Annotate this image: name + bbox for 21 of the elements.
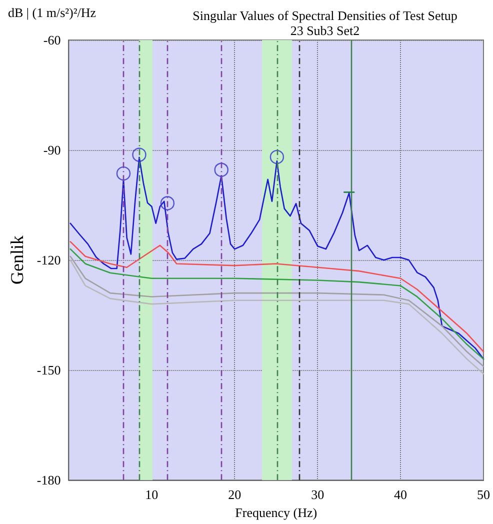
y-tick-label: -60 xyxy=(43,32,61,48)
x-tick-label: 10 xyxy=(145,487,158,502)
x-tick-label: 30 xyxy=(311,487,324,502)
point xyxy=(214,162,228,177)
x-tick-label: 40 xyxy=(394,487,408,502)
point xyxy=(270,150,284,164)
text: dB | (1 m/s²)²/Hz xyxy=(8,5,96,20)
x-tick-label: 50 xyxy=(477,487,490,502)
line-series xyxy=(70,156,484,360)
point xyxy=(160,196,175,210)
chart-title: Singular Values of Spectral Densities of Test Setup xyxy=(192,8,458,23)
x-axis-title: Frequency (Hz) xyxy=(235,505,318,520)
chart-subtitle: 23 Sub3 Set2 xyxy=(290,23,360,38)
y-tick-label: -150 xyxy=(36,362,61,378)
x-tick-label: 20 xyxy=(228,487,242,502)
y-tick-label: -180 xyxy=(36,472,61,488)
y-axis-title: Genlik xyxy=(7,236,27,285)
y-tick-label: -120 xyxy=(36,252,61,268)
point xyxy=(116,166,131,181)
point xyxy=(132,148,146,162)
y-tick-label: -90 xyxy=(43,142,61,158)
